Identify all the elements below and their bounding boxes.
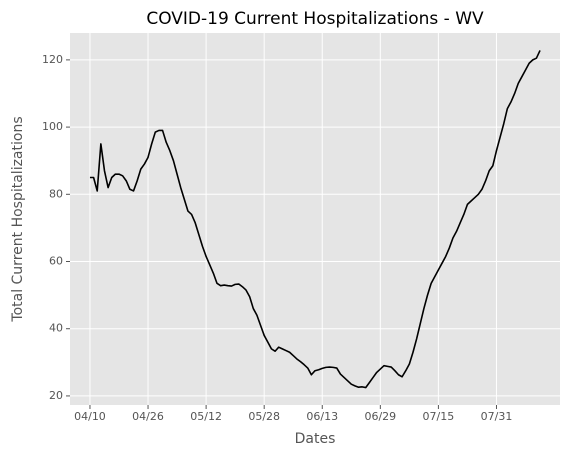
x-tick-label: 05/12	[190, 410, 222, 423]
y-tick-label: 40	[49, 322, 63, 335]
x-tick-label: 06/13	[306, 410, 338, 423]
x-axis-label: Dates	[295, 431, 336, 447]
marks	[89, 50, 541, 389]
y-axis-label: Total Current Hospitalizations	[10, 116, 26, 322]
grid	[70, 33, 560, 405]
x-tick-label: 04/10	[74, 410, 106, 423]
x-tick-label: 07/15	[423, 410, 455, 423]
line	[89, 50, 541, 389]
chart-title: COVID-19 Current Hospitalizations - WV	[146, 9, 484, 29]
y-tick-label: 100	[42, 120, 63, 133]
x-tick-label: 05/28	[248, 410, 280, 423]
y-tick-label: 80	[49, 187, 63, 200]
y-tick-label: 20	[49, 389, 63, 402]
y-tick-label: 60	[49, 255, 63, 268]
x-tick-label: 04/26	[132, 410, 164, 423]
x-tick-label: 06/29	[364, 410, 396, 423]
y-tick-label: 120	[42, 53, 63, 66]
x-tick-label: 07/31	[481, 410, 513, 423]
plot-area	[70, 33, 560, 405]
